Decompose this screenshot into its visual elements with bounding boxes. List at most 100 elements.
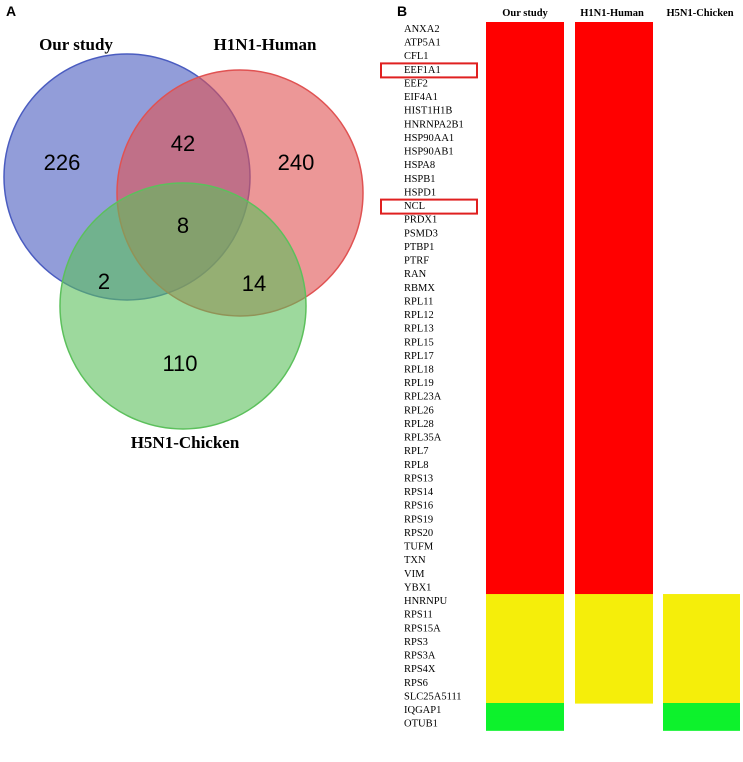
highlight-box-ncl (380, 198, 478, 215)
gene-label-rpl23a: RPL23A (404, 392, 442, 403)
gene-label-rps11: RPS11 (404, 610, 433, 621)
gene-label-ncl: NCL (404, 201, 425, 212)
gene-label-rpl35a: RPL35A (404, 433, 442, 444)
venn-diagram: Our study H1N1-Human H5N1-Chicken 226 24… (3, 35, 364, 452)
cell-rps11-col1 (486, 607, 564, 622)
cell-txn-col1 (486, 553, 564, 568)
gene-label-rpl18: RPL18 (404, 365, 434, 376)
gene-label-rps6: RPS6 (404, 678, 428, 689)
cell-eif4a1-col1 (486, 90, 564, 105)
cell-atp5a1-col2 (575, 35, 653, 50)
gene-label-rps14: RPS14 (404, 487, 434, 498)
venn-count-h1n1-only: 240 (278, 150, 315, 175)
cell-rpl8-col1 (486, 457, 564, 473)
gene-label-hnrnpa2b1: HNRNPA2B1 (404, 119, 464, 130)
venn-label-h1n1-human: H1N1-Human (214, 35, 318, 54)
cell-rps16-col2 (575, 498, 653, 513)
cell-prdx1-col2 (575, 212, 653, 227)
cell-anxa2-col2 (575, 22, 653, 37)
cell-rps19-col1 (486, 512, 564, 527)
cell-rps6-col1 (486, 675, 564, 690)
cell-hspd1-col2 (575, 185, 653, 200)
cell-rpl17-col1 (486, 348, 564, 364)
cell-rpl11-col1 (486, 294, 564, 309)
cell-hnrnpu-col1 (486, 594, 564, 609)
cell-rps11-col2 (575, 607, 653, 622)
venn-circle-h5n1-chicken (59, 182, 307, 430)
cell-cfl1-col1 (486, 49, 564, 64)
cell-rpl28-col2 (575, 416, 653, 432)
cell-rps3a-col2 (575, 648, 653, 663)
cell-rpl8-col2 (575, 457, 653, 473)
gene-label-rpl12: RPL12 (404, 310, 434, 321)
cell-slc25a5111-col2 (575, 689, 653, 704)
gene-label-hspa8: HSPA8 (404, 160, 435, 171)
highlight-box-eef1a1 (380, 62, 478, 79)
cell-rpl7-col2 (575, 444, 653, 459)
cell-vim-col1 (486, 566, 564, 582)
column-header-our-study: Our study (502, 8, 548, 19)
cell-rpl23a-col2 (575, 389, 653, 404)
gene-label-rps3a: RPS3A (404, 651, 436, 662)
gene-label-rpl17: RPL17 (404, 351, 434, 362)
cell-rpl7-col1 (486, 444, 564, 459)
cell-rpl17-col2 (575, 348, 653, 364)
cell-rpl35a-col2 (575, 430, 653, 445)
cell-slc25a5111-col1 (486, 689, 564, 704)
cell-rps15a-col1 (486, 621, 564, 636)
gene-label-atp5a1: ATP5A1 (404, 38, 441, 49)
gene-label-ptrf: PTRF (404, 256, 429, 267)
cell-rps15a-col2 (575, 621, 653, 636)
cell-txn-col2 (575, 553, 653, 568)
cell-rps16-col1 (486, 498, 564, 513)
cell-vim-col2 (575, 566, 653, 582)
cell-rpl13-col1 (486, 321, 564, 336)
cell-hspa8-col2 (575, 158, 653, 173)
gene-label-ptbp1: PTBP1 (404, 242, 434, 253)
cell-ran-col2 (575, 267, 653, 282)
cell-hspd1-col1 (486, 185, 564, 200)
cell-rbmx-col2 (575, 280, 653, 295)
cell-ncl-col1 (486, 199, 564, 214)
gene-label-anxa2: ANXA2 (404, 24, 440, 35)
cell-eif4a1-col2 (575, 90, 653, 105)
cell-rpl11-col2 (575, 294, 653, 309)
cell-rps11-col3 (663, 607, 740, 622)
cell-hsp90ab1-col1 (486, 144, 564, 159)
gene-label-vim: VIM (404, 569, 425, 580)
gene-label-rpl8: RPL8 (404, 460, 429, 471)
cell-psmd3-col2 (575, 226, 653, 241)
cell-rps4x-col3 (663, 662, 740, 677)
venn-count-h1n1-h5n1: 14 (242, 271, 266, 296)
cell-rpl26-col1 (486, 403, 564, 418)
cell-rpl13-col2 (575, 321, 653, 336)
cell-rpl19-col2 (575, 376, 653, 391)
cell-rps15a-col3 (663, 621, 740, 636)
cell-iqgap1-col1 (486, 703, 564, 718)
gene-label-rps13: RPS13 (404, 474, 433, 485)
gene-label-rbmx: RBMX (404, 283, 435, 294)
gene-label-rps20: RPS20 (404, 528, 433, 539)
gene-label-psmd3: PSMD3 (404, 228, 438, 239)
cell-ptrf-col1 (486, 253, 564, 268)
gene-label-slc25a5111: SLC25A5111 (404, 691, 462, 702)
cell-hist1h1b-col2 (575, 103, 653, 118)
venn-label-our-study: Our study (39, 35, 113, 54)
cell-otub1-col3 (663, 716, 740, 731)
gene-label-prdx1: PRDX1 (404, 215, 437, 226)
cell-rbmx-col1 (486, 280, 564, 295)
cell-rps19-col2 (575, 512, 653, 527)
cell-hnrnpa2b1-col2 (575, 117, 653, 132)
cell-slc25a5111-col3 (663, 689, 740, 704)
cell-hnrnpu-col2 (575, 594, 653, 609)
cell-otub1-col1 (486, 716, 564, 731)
cell-rps6-col2 (575, 675, 653, 690)
gene-label-eif4a1: EIF4A1 (404, 92, 438, 103)
cell-rpl12-col1 (486, 308, 564, 323)
gene-label-rpl28: RPL28 (404, 419, 434, 430)
gene-label-tufm: TUFM (404, 542, 434, 553)
gene-label-hsp90aa1: HSP90AA1 (404, 133, 454, 144)
cell-hnrnpa2b1-col1 (486, 117, 564, 132)
gene-label-hspd1: HSPD1 (404, 187, 436, 198)
cell-rps3-col1 (486, 634, 564, 650)
